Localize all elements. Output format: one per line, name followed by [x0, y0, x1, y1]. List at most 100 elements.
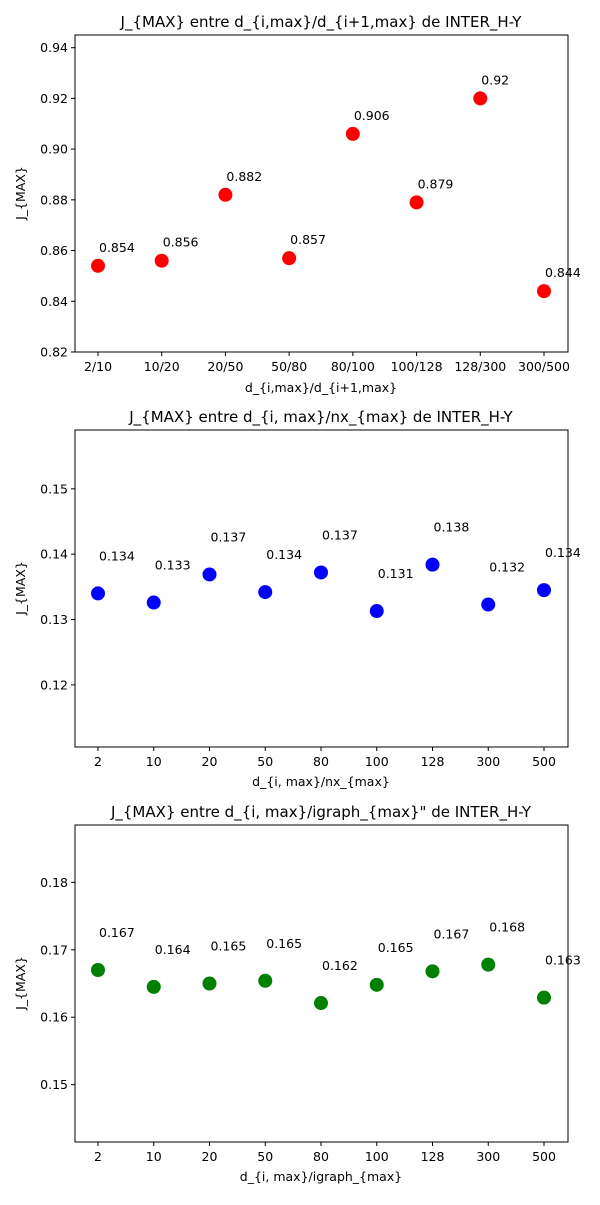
- chart-3-xtick-label: 20: [202, 1149, 218, 1164]
- chart-1-xtick-label: 10/20: [144, 359, 180, 374]
- chart-3-ytick-label: 0.15: [40, 1077, 68, 1092]
- chart-2-point: [481, 597, 496, 612]
- chart-2-xlabel: d_{i, max}/nx_{max}: [252, 774, 390, 789]
- chart-1-data-label: 0.906: [354, 108, 390, 123]
- chart-3-data-label: 0.168: [489, 920, 525, 935]
- chart-1-point: [282, 251, 297, 266]
- chart-2: J_{MAX} entre d_{i, max}/nx_{max} de INT…: [13, 408, 581, 789]
- chart-1-xlabel: d_{i,max}/d_{i+1,max}: [245, 380, 397, 395]
- chart-2-xtick-label: 300: [476, 754, 500, 769]
- chart-3-data-label: 0.167: [99, 925, 135, 940]
- chart-2-ylabel: J_{MAX}: [13, 561, 28, 616]
- chart-1-ytick-label: 0.94: [40, 40, 68, 55]
- chart-2-data-label: 0.134: [266, 547, 302, 562]
- chart-3-point: [369, 977, 384, 992]
- chart-1-ytick-label: 0.90: [40, 142, 68, 157]
- chart-2-data-label: 0.134: [99, 548, 135, 563]
- chart-3-data-label: 0.165: [266, 936, 302, 951]
- chart-3-xtick-label: 10: [146, 1149, 162, 1164]
- chart-1: J_{MAX} entre d_{i,max}/d_{i+1,max} de I…: [13, 13, 581, 395]
- chart-3-data-label: 0.162: [322, 958, 358, 973]
- chart-2-ytick-label: 0.12: [40, 677, 68, 692]
- chart-2-ytick-label: 0.14: [40, 547, 68, 562]
- chart-2-title: J_{MAX} entre d_{i, max}/nx_{max} de INT…: [128, 408, 513, 427]
- chart-1-xtick-label: 2/10: [84, 359, 112, 374]
- chart-1-point: [218, 187, 233, 202]
- chart-2-point: [202, 567, 217, 582]
- chart-3-data-label: 0.167: [434, 926, 470, 941]
- chart-1-xtick-label: 80/100: [331, 359, 375, 374]
- chart-3-point: [481, 957, 496, 972]
- chart-3-xtick-label: 50: [257, 1149, 273, 1164]
- chart-2-xtick-label: 128: [421, 754, 445, 769]
- chart-3-ytick-label: 0.16: [40, 1010, 68, 1025]
- chart-2-xtick-label: 100: [365, 754, 389, 769]
- chart-2-xtick-label: 80: [313, 754, 329, 769]
- chart-3-ytick-label: 0.17: [40, 942, 68, 957]
- chart-3-point: [537, 990, 551, 1005]
- chart-1-data-label: 0.92: [481, 72, 509, 87]
- chart-1-point: [345, 126, 360, 141]
- chart-1-xtick-label: 300/500: [518, 359, 570, 374]
- chart-3-xlabel: d_{i, max}/igraph_{max}: [240, 1169, 402, 1184]
- chart-1-data-label: 0.856: [163, 235, 199, 250]
- chart-2-xtick-label: 10: [146, 754, 162, 769]
- chart-3-point: [425, 964, 440, 979]
- chart-1-xtick-label: 20/50: [207, 359, 243, 374]
- chart-1-point: [91, 258, 105, 273]
- chart-2-data-label: 0.134: [545, 545, 581, 560]
- chart-1-data-label: 0.857: [290, 232, 326, 247]
- chart-3: J_{MAX} entre d_{i, max}/igraph_{max}" d…: [13, 803, 581, 1184]
- chart-2-xtick-label: 20: [202, 754, 218, 769]
- chart-2-point: [258, 585, 273, 600]
- chart-1-ytick-label: 0.88: [40, 192, 68, 207]
- chart-2-xtick-label: 500: [532, 754, 556, 769]
- chart-1-point: [409, 195, 424, 210]
- chart-3-point: [202, 976, 217, 991]
- chart-3-ytick-label: 0.18: [40, 875, 68, 890]
- chart-1-ylabel: J_{MAX}: [13, 166, 28, 221]
- chart-2-point: [91, 586, 105, 601]
- chart-2-point: [537, 583, 551, 598]
- chart-2-data-label: 0.131: [378, 566, 414, 581]
- chart-2-xtick-label: 50: [257, 754, 273, 769]
- chart-1-data-label: 0.844: [545, 265, 581, 280]
- chart-3-point: [258, 973, 273, 988]
- chart-3-xtick-label: 80: [313, 1149, 329, 1164]
- chart-3-point: [314, 996, 328, 1011]
- chart-1-point: [537, 284, 551, 299]
- chart-1-point: [473, 91, 488, 106]
- chart-3-data-label: 0.165: [211, 939, 247, 954]
- chart-3-data-label: 0.164: [155, 942, 191, 957]
- chart-1-plot-area: [74, 34, 569, 353]
- chart-3-xtick-label: 2: [94, 1149, 102, 1164]
- chart-1-xtick-label: 100/128: [391, 359, 443, 374]
- chart-1-xtick-label: 50/80: [271, 359, 307, 374]
- chart-1-data-label: 0.879: [418, 176, 454, 191]
- chart-2-data-label: 0.133: [155, 558, 191, 573]
- chart-2-point: [314, 565, 328, 580]
- chart-3-point: [146, 979, 161, 994]
- chart-3-title: J_{MAX} entre d_{i, max}/igraph_{max}" d…: [110, 803, 532, 822]
- chart-1-ytick-label: 0.82: [40, 345, 68, 360]
- chart-1-xtick-label: 128/300: [454, 359, 506, 374]
- chart-2-point: [369, 604, 384, 619]
- chart-1-title: J_{MAX} entre d_{i,max}/d_{i+1,max} de I…: [120, 13, 523, 32]
- chart-3-data-label: 0.165: [378, 940, 414, 955]
- chart-3-xtick-label: 300: [476, 1149, 500, 1164]
- chart-1-ytick-label: 0.84: [40, 294, 68, 309]
- chart-2-data-label: 0.137: [322, 527, 358, 542]
- chart-1-data-label: 0.882: [226, 169, 262, 184]
- chart-3-data-label: 0.163: [545, 953, 581, 968]
- chart-1-data-label: 0.854: [99, 240, 135, 255]
- chart-2-data-label: 0.138: [434, 520, 470, 535]
- chart-2-point: [425, 557, 440, 572]
- chart-3-point: [91, 963, 105, 978]
- chart-2-point: [146, 595, 161, 610]
- chart-3-xtick-label: 500: [532, 1149, 556, 1164]
- chart-1-ytick-label: 0.86: [40, 243, 68, 258]
- chart-2-ytick-label: 0.15: [40, 481, 68, 496]
- chart-3-ylabel: J_{MAX}: [13, 956, 28, 1011]
- chart-1-point: [154, 253, 169, 268]
